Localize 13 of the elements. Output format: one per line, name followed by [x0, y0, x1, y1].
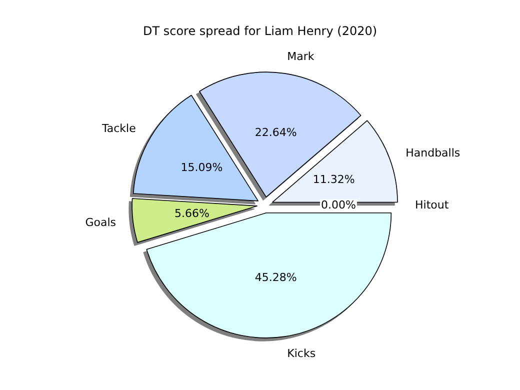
data-label: 5.66%: [174, 207, 210, 220]
data-label: 22.64%: [254, 126, 297, 139]
slice-label: Kicks: [287, 346, 316, 360]
chart-title: DT score spread for Liam Henry (2020): [142, 24, 378, 38]
slice-label: Handballs: [406, 146, 460, 160]
data-label: 45.28%: [254, 271, 297, 284]
data-label: 15.09%: [180, 161, 223, 174]
slice-label: Tackle: [100, 122, 136, 136]
text: 0.00%: [321, 198, 356, 212]
category-label: Hitout: [415, 198, 449, 212]
data-label: 11.32%: [312, 172, 355, 186]
slice-label: Goals: [85, 216, 116, 230]
slice-label: Mark: [287, 50, 315, 64]
